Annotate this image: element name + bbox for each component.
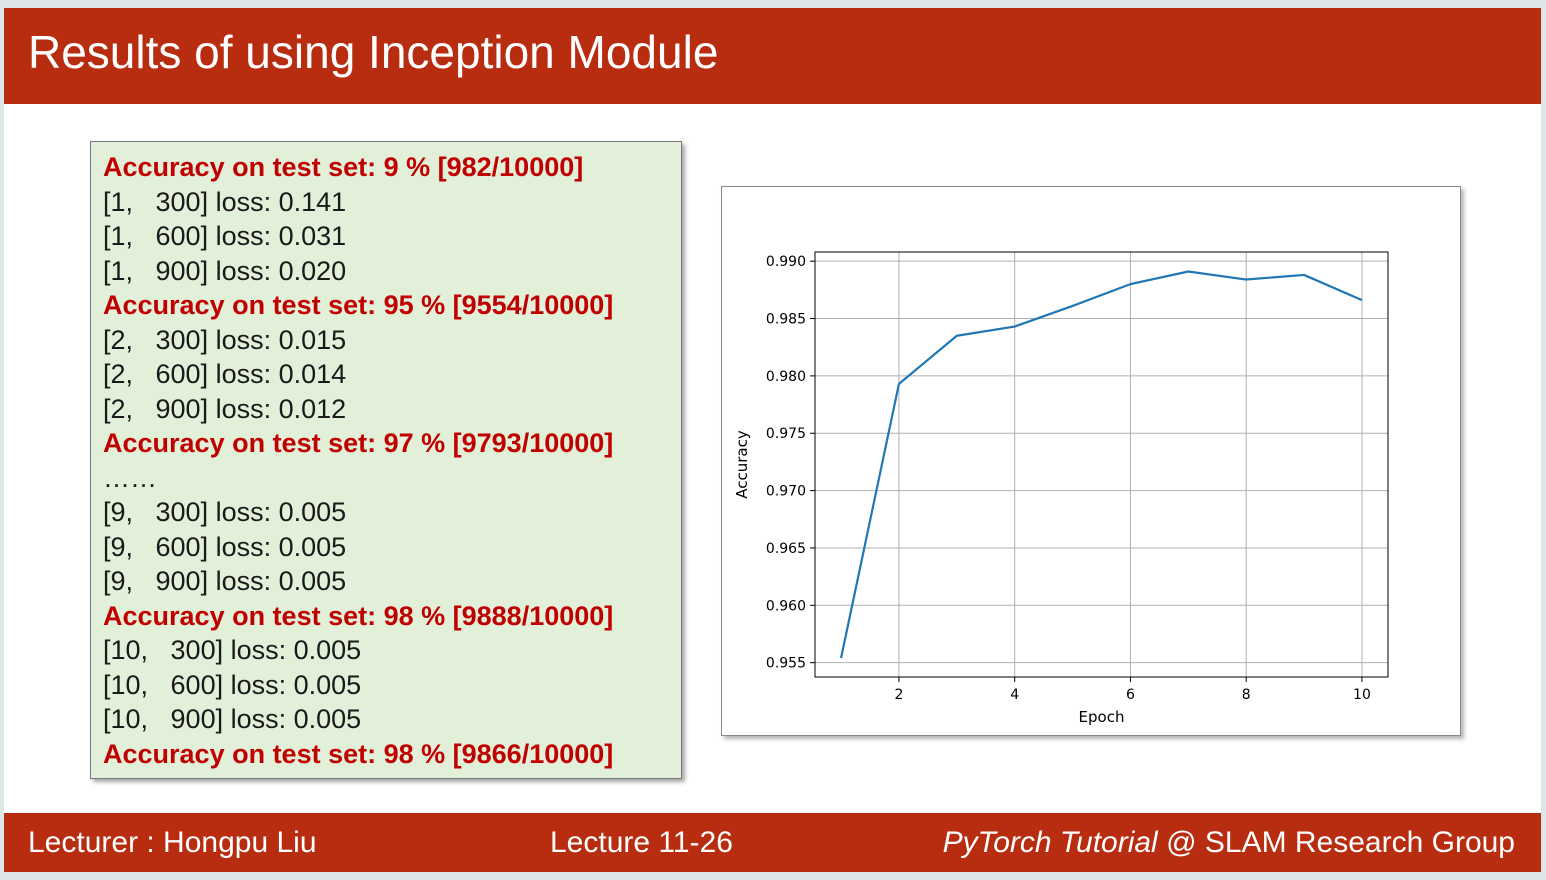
x-tick-label: 2 (894, 687, 903, 703)
footer-bar: Lecturer : Hongpu Liu Lecture 11-26 PyTo… (4, 813, 1541, 872)
chart-series (839, 270, 1363, 659)
log-line-loss: [2, 600] loss: 0.014 (103, 359, 347, 389)
log-line-loss: [10, 300] loss: 0.005 (103, 635, 362, 665)
y-tick-label: 0.985 (766, 312, 806, 328)
log-line-accuracy: Accuracy on test set: 98 % [9866/10000] (103, 738, 614, 769)
x-tick-label: 4 (1010, 687, 1019, 703)
log-line-ellipsis: …… (103, 462, 157, 493)
log-line-loss: [10, 900] loss: 0.005 (103, 704, 362, 734)
footer-lecturer: Lecturer : Hongpu Liu (28, 826, 317, 859)
chart-ticks: 2 4 6 8 10 0.955 0.960 0.965 0.970 0.975 0.980 0.98… (766, 254, 1371, 703)
log-line-accuracy: Accuracy on test set: 98 % [9888/10000] (103, 600, 614, 631)
x-tick-label: 6 (1126, 687, 1135, 703)
log-line-loss: [2, 900] loss: 0.012 (103, 393, 347, 424)
y-tick-label: 0.980 (766, 369, 806, 385)
log-line-loss: [1, 300] loss: 0.141 (103, 186, 347, 217)
log-line-loss: [9, 900] loss: 0.005 (103, 566, 347, 596)
series-line-accuracy (839, 270, 1363, 659)
y-tick-label: 0.960 (766, 598, 806, 614)
log-line-loss: [2, 300] loss: 0.015 (103, 324, 347, 355)
chart-grid (815, 252, 1388, 677)
log-line-loss: [9, 300] loss: 0.005 (103, 497, 347, 527)
log-line-accuracy: Accuracy on test set: 97 % [9793/10000] (103, 428, 614, 458)
chart-ylabel: Accuracy (733, 430, 751, 499)
footer-lecture-number: Lecture 11-26 (550, 826, 733, 859)
log-line-accuracy: Accuracy on test set: 95 % [9554/10000] (103, 290, 614, 320)
y-tick-label: 0.990 (766, 254, 806, 270)
y-tick-label: 0.965 (766, 541, 806, 557)
log-line-loss: [10, 600] loss: 0.005 (103, 669, 362, 700)
y-tick-label: 0.955 (766, 656, 806, 672)
log-line-loss: [1, 900] loss: 0.020 (103, 255, 347, 286)
footer-course: PyTorch Tutorial @ SLAM Research Group (943, 825, 1515, 861)
chart-axes-frame (814, 251, 1389, 678)
slide: Results of using Inception Module Accura… (4, 8, 1541, 872)
log-line-accuracy: Accuracy on test set: 9 % [982/10000] (103, 152, 584, 182)
y-tick-label: 0.970 (766, 484, 806, 500)
footer-tutorial: PyTorch Tutorial (942, 826, 1158, 859)
y-tick-label: 0.975 (766, 426, 806, 442)
x-tick-label: 10 (1353, 687, 1371, 703)
log-line-loss: [1, 600] loss: 0.031 (103, 221, 347, 251)
accuracy-chart: 2 4 6 8 10 0.955 0.960 0.965 0.970 0.975 0.980 0.98… (733, 251, 1389, 726)
training-log-box: Accuracy on test set: 9 % [982/10000] [1,… (90, 141, 682, 779)
footer-group: @ SLAM Research Group (1157, 826, 1515, 859)
header-bar: Results of using Inception Module (4, 8, 1541, 104)
slide-title: Results of using Inception Module (28, 26, 719, 78)
accuracy-chart-frame: 2 4 6 8 10 0.955 0.960 0.965 0.970 0.975 0.980 0.98… (721, 186, 1461, 736)
x-tick-label: 8 (1242, 687, 1251, 703)
chart-xlabel: Epoch (1079, 708, 1125, 726)
log-line-loss: [9, 600] loss: 0.005 (103, 531, 347, 562)
